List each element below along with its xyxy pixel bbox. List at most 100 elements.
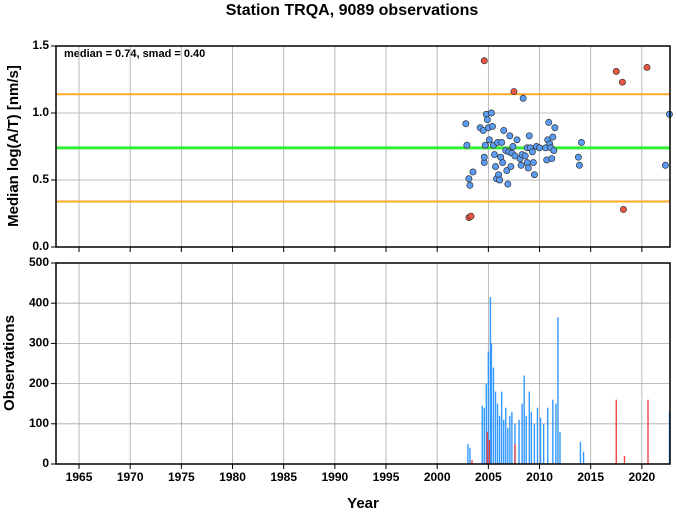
y-tick-label: 0 (42, 456, 49, 470)
bar (489, 297, 492, 464)
point (462, 120, 470, 128)
bar (498, 415, 501, 464)
bar (542, 423, 545, 464)
point (507, 163, 515, 171)
point (619, 206, 627, 213)
point (487, 109, 495, 117)
x-tick-label: 1980 (219, 470, 246, 484)
bar (494, 391, 497, 464)
bar (528, 391, 530, 464)
point (551, 124, 559, 132)
point (530, 171, 538, 179)
point (521, 152, 529, 160)
point (504, 180, 512, 188)
bar (533, 423, 536, 464)
bar (525, 415, 527, 464)
x-tick-label: 2005 (475, 470, 502, 484)
bar (615, 399, 617, 464)
point (491, 151, 498, 158)
point (661, 161, 669, 169)
y-axis-label: Observations (1, 315, 18, 411)
bar (536, 407, 539, 464)
x-tick-label: 1985 (270, 470, 297, 484)
x-tick-label: 1995 (373, 470, 400, 484)
point (483, 116, 491, 124)
bar (507, 427, 509, 464)
point (575, 161, 583, 169)
chart-title: Station TRQA, 9089 observations (226, 2, 479, 19)
y-tick-label: 0.0 (32, 239, 49, 253)
y-tick-label: 1.5 (32, 38, 49, 52)
point (528, 148, 536, 156)
point (574, 153, 582, 161)
bar (471, 459, 473, 464)
y-tick-label: 300 (29, 336, 49, 350)
bar (579, 441, 582, 464)
x-tick-label: 1990 (322, 470, 349, 484)
point (500, 126, 508, 134)
y-tick-label: 200 (29, 376, 49, 390)
bar (496, 403, 499, 464)
x-tick-label: 2015 (577, 470, 604, 484)
bar (559, 431, 561, 464)
plot-frame (55, 262, 671, 465)
bar (505, 407, 507, 464)
point (496, 176, 504, 184)
point (499, 159, 507, 167)
bar (485, 383, 488, 464)
point (506, 132, 514, 140)
point (536, 144, 543, 152)
bar (509, 415, 511, 464)
x-axis-label: Year (347, 495, 379, 511)
bar (483, 407, 485, 464)
point (503, 167, 511, 175)
point (492, 163, 499, 171)
x-tick-label: 2010 (526, 470, 553, 484)
point (466, 181, 474, 189)
point (578, 139, 585, 146)
bar (467, 443, 469, 464)
point (513, 136, 521, 144)
bar (518, 419, 520, 464)
point (549, 133, 557, 141)
x-tick-label: 2020 (629, 470, 656, 484)
bar (487, 351, 490, 464)
bar (503, 419, 505, 464)
point (525, 132, 533, 140)
point (465, 175, 473, 183)
point (545, 118, 553, 126)
bar (523, 375, 525, 464)
bar (511, 411, 513, 464)
bar (623, 455, 626, 464)
point (643, 63, 651, 71)
bar (481, 405, 483, 464)
bar (582, 451, 585, 464)
x-tick-label: 2000 (424, 470, 451, 484)
point (489, 122, 496, 130)
point (618, 78, 626, 86)
x-tick-label: 1975 (168, 470, 195, 484)
point (480, 57, 488, 65)
bar (521, 403, 523, 464)
point (480, 153, 488, 161)
bar (557, 317, 559, 464)
y-tick-label: 0.5 (32, 172, 49, 186)
point (550, 147, 558, 154)
point (517, 161, 525, 169)
bar (547, 407, 549, 464)
y-axis-label: Median log(A/T) [nm/s] (5, 65, 22, 227)
bar (488, 439, 491, 464)
point (463, 141, 471, 149)
y-tick-label: 400 (29, 295, 49, 309)
point (467, 212, 475, 220)
point (498, 139, 506, 146)
bar (469, 447, 471, 464)
y-tick-label: 500 (29, 255, 49, 269)
bar (539, 417, 542, 464)
bar (490, 343, 493, 464)
bar (486, 431, 489, 464)
x-tick-label: 1970 (117, 470, 144, 484)
point (529, 159, 537, 167)
annotation: median = 0.74, smad = 0.40 (64, 48, 205, 60)
